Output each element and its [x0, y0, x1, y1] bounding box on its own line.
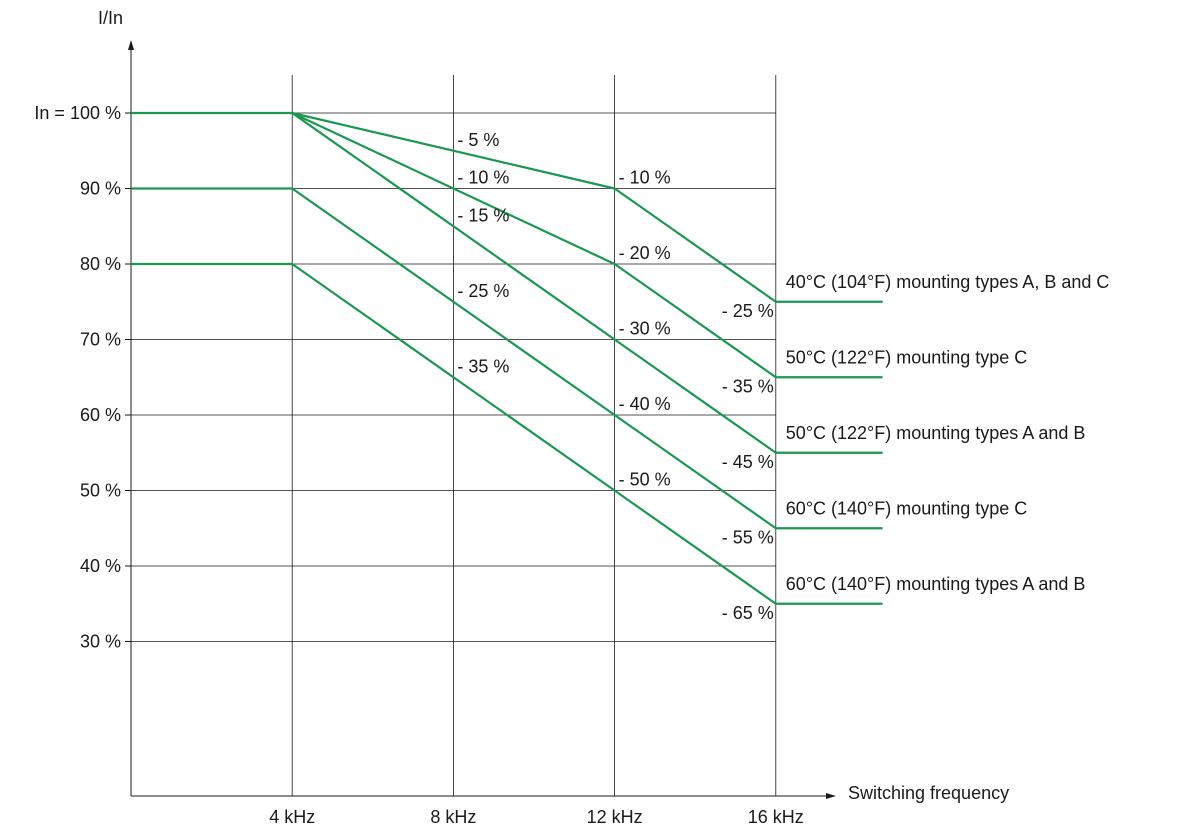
series-line-3	[291, 112, 883, 454]
x-axis-label: Switching frequency	[848, 783, 1009, 803]
series-lines	[131, 111, 883, 605]
x-tick-label-4: 4 kHz	[269, 807, 315, 827]
x-tick-label-12: 12 kHz	[587, 807, 643, 827]
series-labels: 40°C (104°F) mounting types A, B and C 50…	[786, 272, 1110, 594]
y-axis-arrow	[128, 40, 134, 50]
x-tick-label-16: 16 kHz	[748, 807, 804, 827]
x-tick-label-8: 8 kHz	[430, 807, 476, 827]
y-tick-label-30: 30 %	[80, 632, 121, 652]
segment-label-5-3: - 65 %	[722, 603, 774, 623]
segment-label-1-1: - 5 %	[457, 130, 499, 150]
series-line-4	[131, 187, 883, 530]
segment-label-3-3: - 45 %	[722, 452, 774, 472]
segment-label-1-2: - 10 %	[619, 168, 671, 188]
series-label-40-c-104-f-mounting-types-a-b-and-c: 40°C (104°F) mounting types A, B and C	[786, 272, 1110, 292]
segment-label-2-3: - 35 %	[722, 376, 774, 396]
y-tick-label-50: 50 %	[80, 481, 121, 501]
segment-label-3-1: - 15 %	[457, 205, 509, 225]
segment-label-4-1: - 25 %	[457, 281, 509, 301]
series-line-2	[291, 112, 883, 379]
series-label-50-c-122-f-mounting-types-a-and-b: 50°C (122°F) mounting types A and B	[786, 423, 1086, 443]
segment-label-4-3: - 55 %	[722, 527, 774, 547]
series-line-5	[131, 262, 883, 605]
series-line-1	[131, 111, 883, 303]
x-axis-arrow	[826, 793, 836, 799]
series-label-60-c-140-f-mounting-type-c: 60°C (140°F) mounting type C	[786, 498, 1028, 518]
segment-labels: - 5 % - 10 % - 25 % - 10 % - 20 % - 35 % - 15 …	[457, 130, 773, 623]
y-tick-label-70: 70 %	[80, 330, 121, 350]
series-label-60-c-140-f-mounting-types-a-and-b: 60°C (140°F) mounting types A and B	[786, 574, 1086, 594]
y-tick-labels: In = 100 % 90 % 80 % 70 % 60 % 50 % 40 % 30 %	[34, 103, 121, 652]
segment-label-4-2: - 40 %	[619, 394, 671, 414]
y-axis-label: I/In	[98, 8, 123, 28]
y-tick-label-60: 60 %	[80, 405, 121, 425]
y-tick-label-80: 80 %	[80, 254, 121, 274]
grid	[125, 75, 777, 796]
segment-label-5-2: - 50 %	[619, 470, 671, 490]
y-tick-label-40: 40 %	[80, 556, 121, 576]
segment-label-5-1: - 35 %	[457, 356, 509, 376]
segment-label-2-2: - 20 %	[619, 243, 671, 263]
y-tick-label-90: 90 %	[80, 179, 121, 199]
series-label-50-c-122-f-mounting-type-c: 50°C (122°F) mounting type C	[786, 347, 1028, 367]
segment-label-2-1: - 10 %	[457, 168, 509, 188]
segment-label-1-3: - 25 %	[722, 301, 774, 321]
x-tick-labels: 4 kHz 8 kHz 12 kHz 16 kHz	[269, 807, 804, 827]
y-tick-label-100: In = 100 %	[34, 103, 121, 123]
segment-label-3-2: - 30 %	[619, 319, 671, 339]
axes: I/In Switching frequency	[98, 8, 1009, 803]
